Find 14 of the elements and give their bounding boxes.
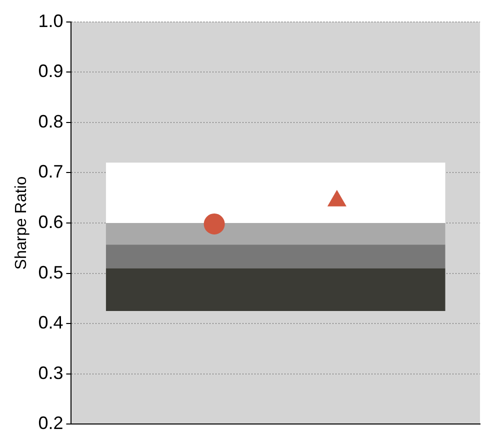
y-tick-label: 0.9 — [38, 61, 64, 82]
y-tick-label: 0.4 — [38, 312, 64, 333]
bar — [106, 244, 446, 268]
y-tick-label: 0.7 — [38, 162, 64, 182]
y-tick-label: 0.3 — [38, 362, 64, 383]
bar — [106, 268, 446, 312]
y-tick-label: 1.0 — [38, 10, 64, 31]
y-tick-label: 0.5 — [38, 262, 64, 282]
y-tick-label: 0.2 — [38, 413, 64, 434]
bar — [106, 162, 446, 223]
bar — [106, 223, 446, 245]
y-axis-title: Sharpe Ratio — [13, 176, 30, 270]
y-tick-label: 0.6 — [38, 212, 64, 232]
y-tick-label: 0.8 — [38, 111, 64, 132]
